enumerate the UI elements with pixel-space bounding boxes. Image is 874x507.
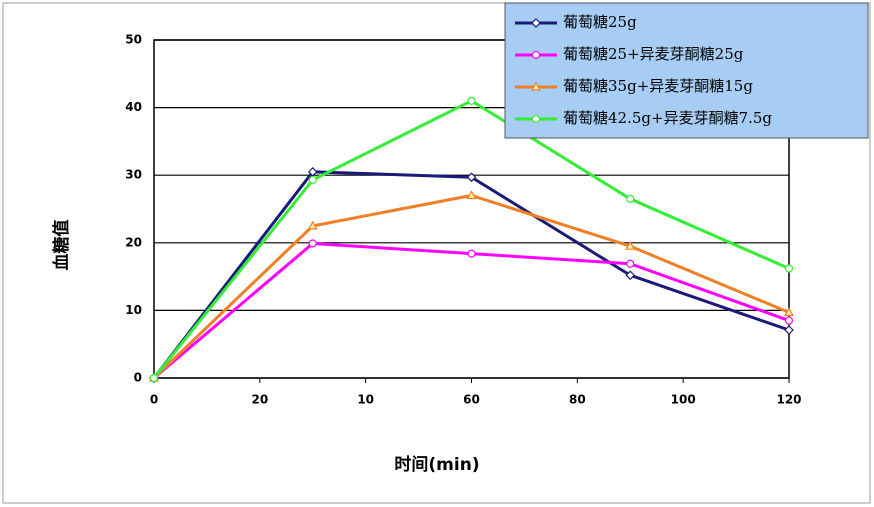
marker bbox=[466, 172, 477, 183]
marker bbox=[784, 325, 794, 335]
marker bbox=[625, 270, 636, 281]
marker bbox=[467, 96, 476, 105]
x-tick-label: 100 bbox=[671, 393, 696, 407]
x-tick-label: 120 bbox=[776, 393, 801, 407]
marker bbox=[784, 264, 794, 273]
legend-label: 葡萄糖25+异麦芽酮糖25g bbox=[563, 45, 744, 63]
marker bbox=[149, 373, 159, 383]
x-tick-label: 80 bbox=[569, 393, 586, 407]
legend-label: 葡萄糖35g+异麦芽酮糖15g bbox=[563, 77, 753, 95]
legend-label: 葡萄糖42.5g+异麦芽酮糖7.5g bbox=[563, 109, 772, 127]
marker bbox=[784, 316, 794, 325]
y-tick-label: 50 bbox=[125, 33, 142, 47]
y-tick-label: 30 bbox=[125, 168, 142, 182]
marker bbox=[307, 220, 318, 230]
y-tick-label: 10 bbox=[125, 303, 142, 317]
y-tick-label: 20 bbox=[125, 235, 142, 249]
marker bbox=[531, 50, 541, 60]
marker bbox=[625, 240, 636, 250]
marker bbox=[467, 249, 476, 258]
marker bbox=[783, 307, 795, 317]
x-axis-label: 时间(min) bbox=[394, 454, 479, 475]
marker bbox=[466, 190, 477, 200]
marker bbox=[626, 259, 635, 268]
marker bbox=[308, 239, 317, 248]
legend-label: 葡萄糖25g bbox=[563, 13, 637, 31]
legend bbox=[504, 2, 869, 139]
y-tick-label: 0 bbox=[134, 371, 142, 385]
y-tick-label: 40 bbox=[125, 100, 142, 114]
marker bbox=[626, 194, 635, 203]
marker bbox=[531, 114, 541, 124]
x-tick-label: 20 bbox=[251, 393, 268, 407]
x-tick-label: 10 bbox=[357, 393, 374, 407]
x-tick-label: 60 bbox=[463, 393, 480, 407]
marker bbox=[530, 81, 542, 91]
y-axis-label: 血糖值 bbox=[51, 220, 72, 271]
marker bbox=[531, 18, 541, 28]
x-tick-label: 0 bbox=[150, 393, 158, 407]
marker bbox=[308, 175, 317, 185]
marker bbox=[307, 166, 318, 177]
